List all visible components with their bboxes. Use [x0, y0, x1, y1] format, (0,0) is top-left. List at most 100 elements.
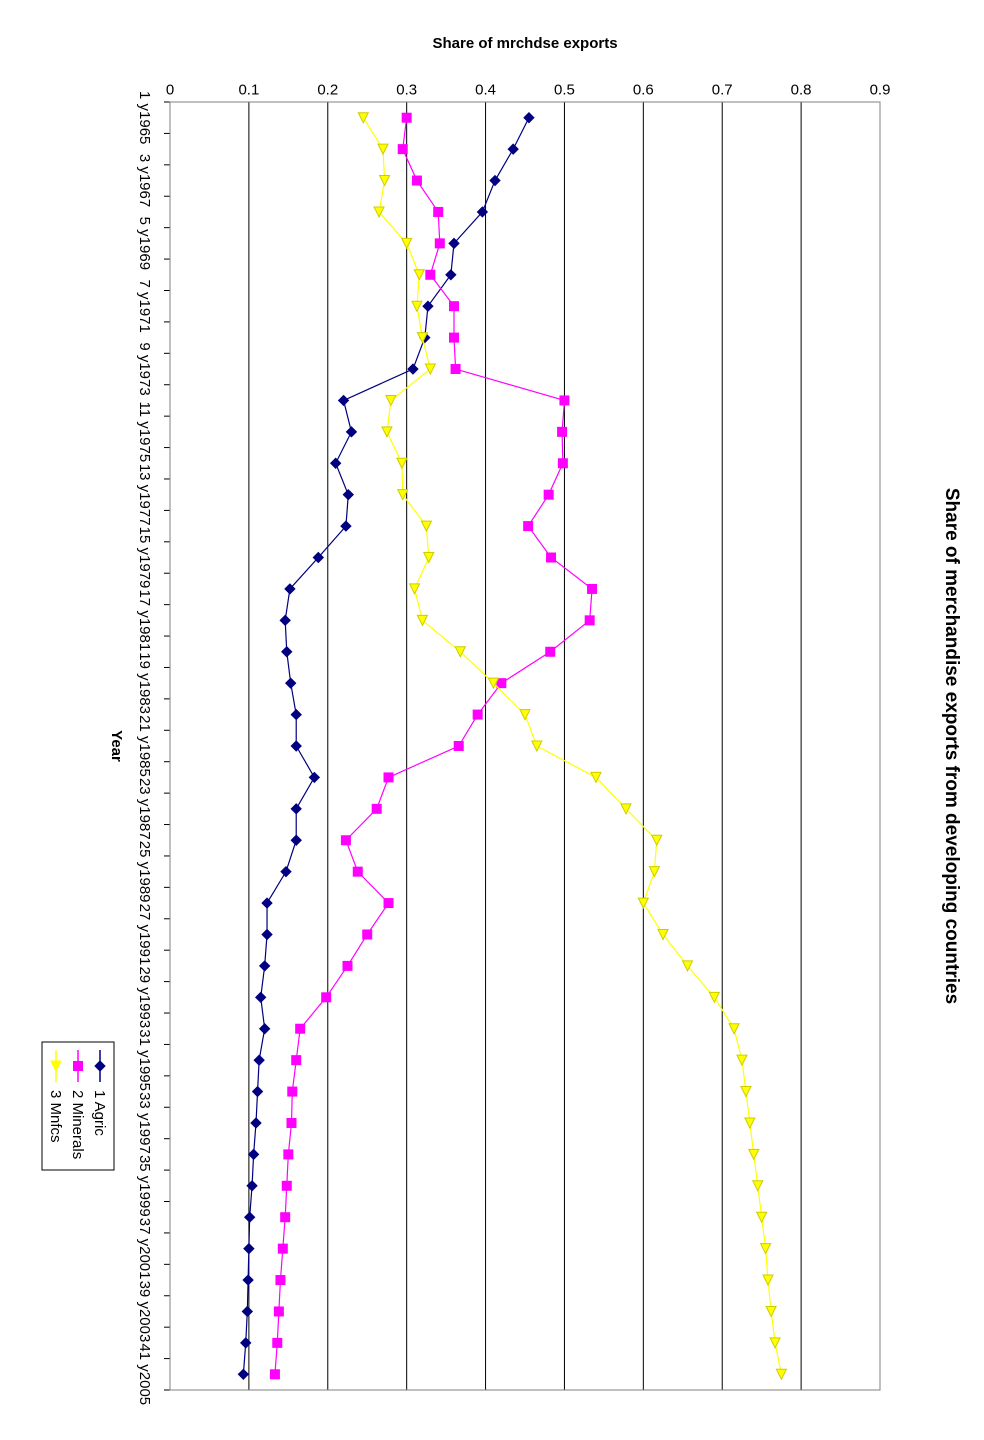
data-point-triangle [378, 175, 391, 187]
legend-label: 2 Minerals [69, 1090, 86, 1159]
data-point-diamond [290, 708, 302, 721]
data-point-square [397, 144, 408, 155]
data-point-square [352, 866, 363, 877]
data-point-square [584, 615, 595, 626]
data-point-diamond [258, 1023, 271, 1035]
data-point-diamond [281, 646, 293, 658]
data-point-triangle [765, 1305, 777, 1318]
x-tick-label: 27 y1991 [136, 904, 153, 966]
x-tick-label: 35 y1999 [136, 1155, 153, 1217]
data-point-diamond [284, 677, 297, 689]
data-point-diamond [94, 1060, 106, 1072]
data-point-square [73, 1061, 83, 1071]
data-point-square [283, 1149, 294, 1160]
x-axis-title: Year [108, 730, 125, 762]
data-point-square [362, 929, 373, 940]
legend-box [41, 1041, 115, 1171]
data-point-square [272, 1337, 283, 1348]
data-point-diamond [422, 300, 434, 312]
data-point-square [287, 1086, 298, 1097]
data-point-triangle [762, 1274, 774, 1287]
data-point-triangle [416, 614, 429, 627]
data-point-triangle [416, 332, 429, 344]
data-point-diamond [240, 1337, 252, 1349]
data-point-diamond [337, 394, 350, 407]
data-point-diamond [290, 834, 302, 846]
data-point-triangle [769, 1337, 781, 1349]
data-point-square [371, 803, 382, 814]
x-tick-label: 1 y1965 [136, 91, 153, 144]
chart-rotated-group: 0 0.1 0.2 0.3 0.4 0.5 0.6 0.7 0.8 0.9 1 y1965 3 y1… [41, 35, 962, 1405]
data-point-triangle [396, 457, 408, 470]
data-point-triangle [740, 1086, 752, 1098]
data-point-triangle [411, 300, 423, 313]
data-point-triangle [736, 1054, 748, 1067]
series-3-mnfcs [357, 112, 788, 1381]
data-point-diamond [290, 803, 302, 815]
data-point-diamond [243, 1211, 256, 1223]
data-point-square [411, 175, 422, 186]
data-point-square [425, 269, 436, 280]
data-point-square [453, 741, 464, 751]
data-point-diamond [445, 269, 457, 281]
data-point-diamond [345, 426, 358, 438]
data-point-square [273, 1306, 284, 1317]
axis-layer [164, 101, 171, 1391]
data-point-triangle [708, 991, 721, 1004]
y-tick-label: 0.7 [712, 82, 733, 99]
y-tick-label: 0.8 [791, 82, 812, 99]
data-point-diamond [507, 143, 519, 155]
gridlines [248, 102, 881, 1390]
data-point-triangle [650, 834, 663, 847]
data-point-diamond [237, 1368, 250, 1380]
data-point-triangle [396, 489, 409, 501]
data-point-square [545, 646, 556, 657]
x-tick-label: 17 y1981 [136, 589, 153, 651]
legend-label: 1 Agric [91, 1090, 108, 1136]
x-tick-label: 5 y1969 [136, 217, 153, 270]
x-tick-labels: 1 y1965 3 y1967 5 y1969 7 y1971 9 y1973 11 y1… [136, 91, 153, 1405]
data-point-diamond [253, 1054, 265, 1066]
x-tick-label: 7 y1971 [136, 279, 153, 332]
data-point-square [277, 1243, 288, 1254]
data-point-diamond [261, 928, 273, 941]
x-tick-label: 21 y1985 [136, 715, 153, 777]
data-point-triangle [648, 866, 661, 878]
data-point-square [401, 112, 412, 123]
data-point-diamond [489, 174, 501, 187]
data-point-diamond [476, 206, 489, 218]
data-point-square [472, 709, 483, 720]
x-tick-label: 9 y1973 [136, 342, 153, 395]
data-point-diamond [340, 520, 352, 532]
data-point-triangle [424, 363, 437, 376]
x-tick-label: 29 y1993 [136, 966, 153, 1028]
data-point-triangle [377, 143, 389, 156]
x-tick-label: 31 y1995 [136, 1029, 153, 1091]
data-point-triangle [50, 1060, 62, 1073]
data-point-square [291, 1055, 302, 1066]
legend-item: 3 Mnfcs [47, 1050, 64, 1143]
y-tick-labels: 0 0.1 0.2 0.3 0.4 0.5 0.6 0.7 0.8 0.9 [166, 82, 891, 99]
data-point-square [546, 552, 557, 563]
y-tick-label: 0 [166, 82, 174, 99]
data-point-diamond [246, 1180, 258, 1192]
data-point-diamond [329, 457, 342, 469]
data-point-diamond [250, 1117, 262, 1129]
data-point-square [543, 489, 554, 500]
data-point-square [342, 960, 353, 971]
legend: 1 Agric 2 Minerals 3 Mnfcs [41, 1041, 115, 1171]
data-point-triangle [420, 520, 433, 533]
x-tick-label: 33 y1997 [136, 1092, 153, 1154]
data-point-triangle [590, 771, 602, 784]
data-point-diamond [243, 1242, 255, 1255]
data-point-diamond [279, 614, 291, 627]
data-point-diamond [280, 865, 292, 878]
x-tick-label: 19 y1983 [136, 652, 153, 714]
x-tick-label: 25 y1989 [136, 841, 153, 903]
y-tick-label: 0.4 [475, 82, 496, 99]
x-tick-label: 11 y1975 [136, 402, 153, 463]
data-point-square [340, 835, 351, 846]
data-point-triangle [620, 803, 632, 815]
y-tick-label: 0.3 [396, 82, 417, 99]
